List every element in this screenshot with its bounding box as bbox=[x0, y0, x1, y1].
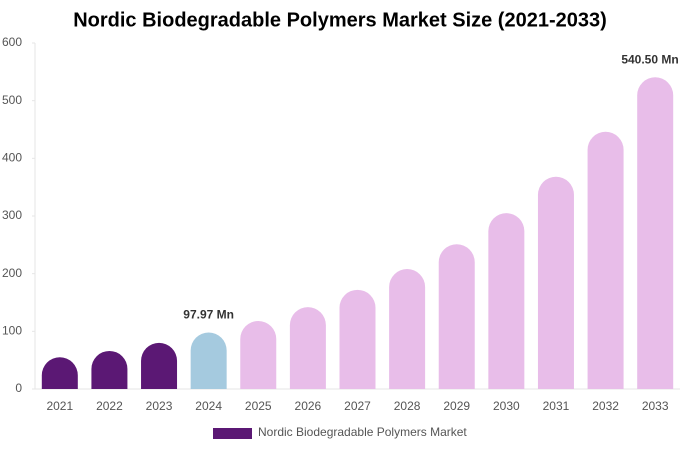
x-tick-label: 2027 bbox=[344, 399, 371, 413]
bar bbox=[438, 244, 475, 389]
y-tick-label: 200 bbox=[2, 266, 22, 280]
x-tick-label: 2022 bbox=[96, 399, 123, 413]
x-tick-label: 2030 bbox=[493, 399, 520, 413]
bar bbox=[537, 176, 574, 389]
bar bbox=[339, 289, 376, 389]
y-tick-label: 500 bbox=[2, 93, 22, 107]
chart-title: Nordic Biodegradable Polymers Market Siz… bbox=[73, 9, 607, 31]
x-tick-label: 2029 bbox=[443, 399, 470, 413]
y-tick-label: 600 bbox=[2, 35, 22, 49]
x-tick-label: 2031 bbox=[543, 399, 570, 413]
x-tick-label: 2025 bbox=[245, 399, 272, 413]
x-tick-label: 2024 bbox=[195, 399, 222, 413]
x-tick-label: 2021 bbox=[46, 399, 73, 413]
x-tick-label: 2023 bbox=[146, 399, 173, 413]
bar bbox=[289, 307, 326, 389]
bar bbox=[240, 320, 277, 389]
bar bbox=[190, 332, 227, 389]
bar bbox=[587, 131, 624, 389]
x-tick-label: 2026 bbox=[295, 399, 322, 413]
legend-label: Nordic Biodegradable Polymers Market bbox=[258, 425, 467, 439]
data-label: 97.97 Mn bbox=[183, 308, 234, 322]
x-tick-label: 2028 bbox=[394, 399, 421, 413]
bar bbox=[389, 269, 426, 389]
bar bbox=[488, 213, 525, 389]
bar bbox=[141, 342, 178, 389]
data-label: 540.50 Mn bbox=[621, 52, 678, 66]
legend-swatch bbox=[213, 428, 252, 439]
bar bbox=[637, 77, 674, 389]
bar bbox=[41, 357, 78, 389]
x-tick-label: 2033 bbox=[642, 399, 669, 413]
y-tick-label: 100 bbox=[2, 324, 22, 338]
bar bbox=[91, 350, 128, 389]
y-tick-label: 400 bbox=[2, 151, 22, 165]
x-tick-label: 2032 bbox=[592, 399, 619, 413]
y-tick-label: 300 bbox=[2, 208, 22, 222]
y-tick-label: 0 bbox=[15, 381, 22, 395]
